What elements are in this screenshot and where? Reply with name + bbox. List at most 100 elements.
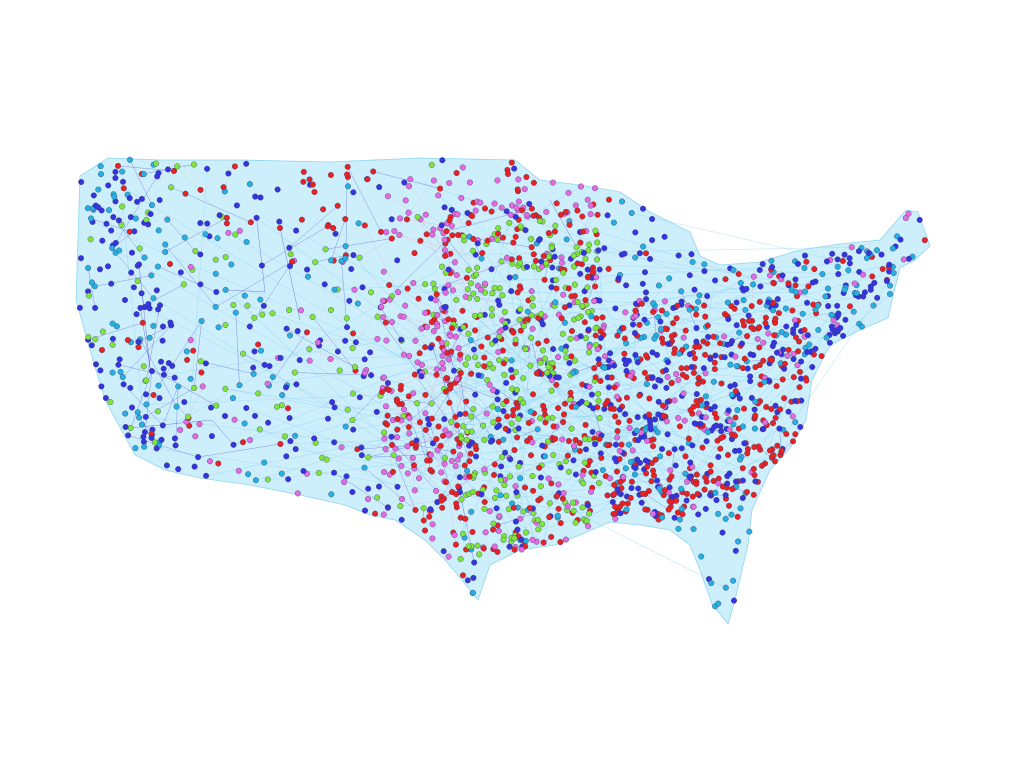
network-node-green [244, 302, 251, 309]
network-node-red [404, 285, 411, 292]
network-node-cyan [106, 207, 112, 214]
network-node-green [350, 390, 356, 397]
network-node-cyan [733, 363, 740, 370]
network-node-red [701, 302, 708, 309]
network-node-blue [703, 438, 710, 445]
network-node-green [528, 312, 535, 319]
network-node-red [479, 250, 486, 256]
network-node-red [626, 417, 633, 424]
network-edge [515, 392, 611, 479]
network-edge [393, 455, 416, 511]
network-edge [645, 493, 669, 510]
network-node-red [734, 513, 741, 520]
network-node-cyan [802, 288, 808, 295]
network-node-blue [916, 216, 923, 223]
network-node-green [344, 406, 351, 413]
network-node-cyan [257, 296, 264, 303]
network-node-blue [171, 374, 178, 381]
network-node-magenta [466, 179, 473, 186]
network-node-magenta [681, 417, 688, 424]
network-node-blue [621, 250, 628, 257]
network-node-red [277, 441, 284, 447]
network-edge [416, 445, 454, 452]
network-node-red [481, 354, 488, 361]
network-node-red [463, 274, 470, 281]
network-node-blue [142, 413, 149, 420]
network-node-blue [384, 504, 391, 511]
network-node-red [522, 484, 528, 491]
network-node-cyan [345, 183, 351, 190]
network-node-cyan [241, 420, 248, 427]
network-node-blue [592, 441, 598, 448]
network-node-red [732, 432, 739, 439]
network-edge [206, 355, 788, 477]
network-node-red [763, 404, 770, 410]
network-node-red [197, 186, 204, 193]
network-node-blue [752, 478, 759, 485]
network-node-blue [643, 289, 649, 296]
network-edge [165, 244, 216, 308]
network-node-magenta [405, 209, 412, 216]
network-node-blue [835, 271, 842, 278]
network-node-blue [713, 497, 720, 504]
network-node-blue [518, 536, 525, 543]
network-node-red [693, 311, 700, 318]
network-node-red [713, 414, 720, 421]
network-node-green [136, 245, 143, 252]
network-node-blue [471, 559, 478, 566]
network-node-blue [673, 492, 680, 499]
network-node-blue [897, 236, 904, 243]
network-node-red [596, 435, 603, 442]
network-node-green [579, 504, 586, 511]
network-node-red [627, 494, 634, 501]
network-node-cyan [850, 308, 857, 315]
network-node-red [614, 332, 621, 339]
network-node-blue [785, 408, 792, 415]
network-node-magenta [448, 458, 455, 464]
network-edge [456, 299, 638, 460]
network-node-green [520, 399, 527, 406]
network-node-magenta [860, 271, 867, 278]
network-node-magenta [614, 434, 621, 441]
network-node-magenta [452, 333, 459, 340]
network-node-cyan [730, 267, 737, 274]
network-node-red [661, 487, 668, 494]
network-node-blue [678, 445, 685, 452]
network-node-magenta [504, 254, 510, 261]
network-node-cyan [512, 274, 519, 280]
network-node-green [306, 346, 313, 353]
network-node-magenta [602, 353, 608, 360]
network-node-red [467, 450, 474, 457]
network-node-blue [526, 200, 533, 207]
network-node-cyan [736, 329, 743, 336]
network-node-magenta [512, 483, 519, 490]
network-node-red [704, 340, 711, 347]
network-node-red [553, 200, 560, 207]
network-node-cyan [666, 275, 673, 282]
network-node-magenta [396, 231, 403, 238]
network-node-green [251, 314, 258, 321]
network-node-cyan [85, 265, 92, 271]
network-node-green [544, 415, 551, 422]
network-node-cyan [88, 215, 94, 222]
network-node-red [636, 392, 643, 399]
network-edge [121, 206, 146, 433]
network-node-green [414, 214, 421, 220]
network-node-magenta [407, 176, 414, 183]
network-edge [156, 448, 590, 514]
network-node-magenta [442, 289, 449, 296]
network-node-green [563, 354, 570, 361]
network-node-red [651, 472, 657, 479]
network-node-green [508, 420, 515, 427]
network-node-blue [127, 384, 134, 391]
network-edge [471, 315, 481, 443]
network-node-green [488, 305, 495, 312]
network-node-green [499, 292, 506, 299]
network-edge [289, 205, 338, 248]
network-node-magenta [607, 475, 613, 482]
network-node-magenta [341, 479, 348, 486]
network-node-magenta [380, 374, 387, 381]
network-node-green [520, 375, 527, 382]
network-node-red [643, 352, 650, 359]
network-node-blue [507, 456, 514, 463]
